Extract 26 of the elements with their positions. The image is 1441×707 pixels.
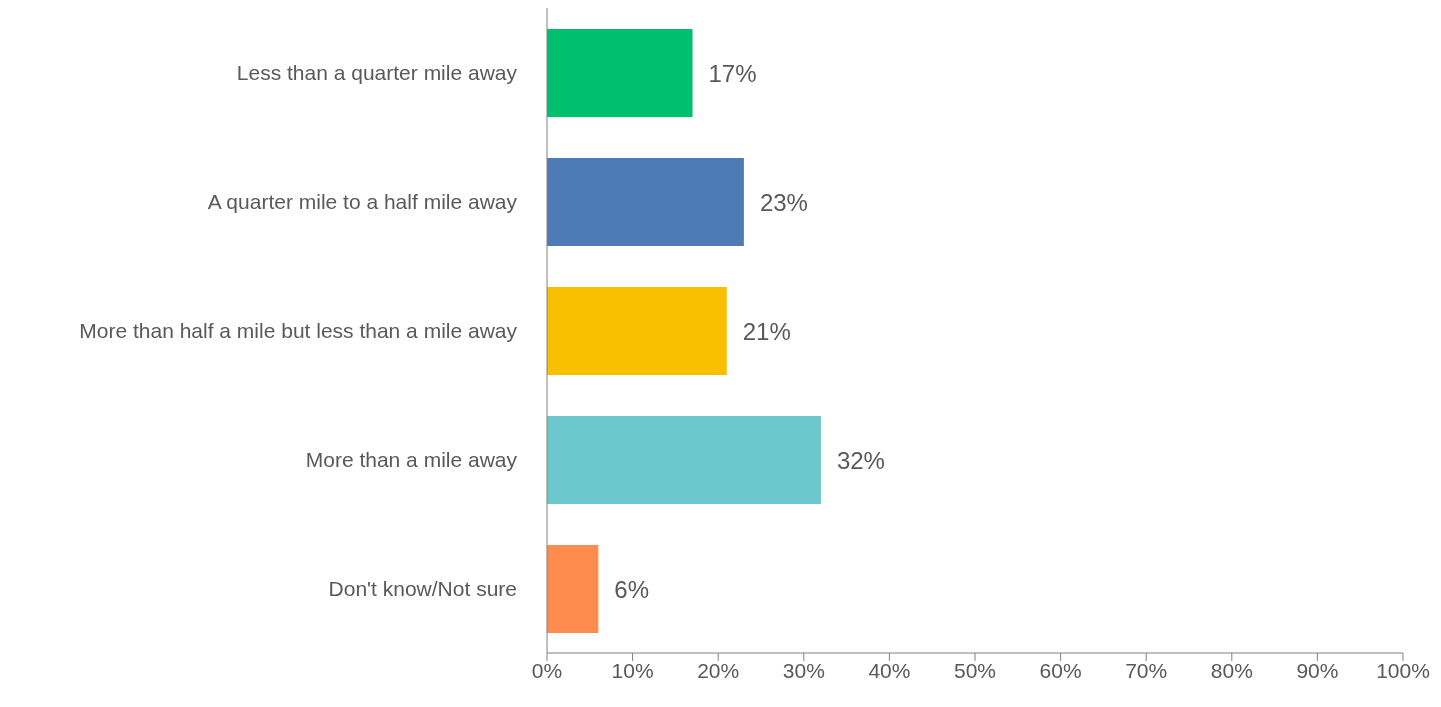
y-tick-label: Less than a quarter mile away <box>236 60 518 84</box>
bar <box>547 545 599 633</box>
x-tick-label: 60% <box>1039 658 1082 682</box>
x-tick-label: 40% <box>868 658 911 682</box>
x-tick-label: 30% <box>782 658 825 682</box>
bar <box>547 416 821 504</box>
x-tick-label: 10% <box>611 658 654 682</box>
x-tick-label: 80% <box>1210 658 1253 682</box>
data-label: 23% <box>759 188 808 216</box>
x-tick-label: 20% <box>697 658 740 682</box>
bar <box>547 29 693 117</box>
x-tick-label: 70% <box>1125 658 1168 682</box>
x-tick-label: 50% <box>953 658 997 682</box>
y-tick-label: More than a mile away <box>305 447 518 471</box>
bar <box>547 287 727 375</box>
data-label: 21% <box>742 317 791 345</box>
x-tick-label: 0% <box>531 658 563 682</box>
data-label: 17% <box>708 59 757 87</box>
data-label: 32% <box>836 446 885 474</box>
x-tick-label: 90% <box>1296 658 1339 682</box>
bar <box>547 158 744 246</box>
y-tick-label: Don't know/Not sure <box>328 576 517 600</box>
x-tick-label: 100% <box>1376 658 1430 682</box>
data-label: 6% <box>614 575 650 603</box>
y-tick-label: A quarter mile to a half mile away <box>207 189 518 213</box>
y-tick-label: More than half a mile but less than a mile away <box>79 318 518 342</box>
